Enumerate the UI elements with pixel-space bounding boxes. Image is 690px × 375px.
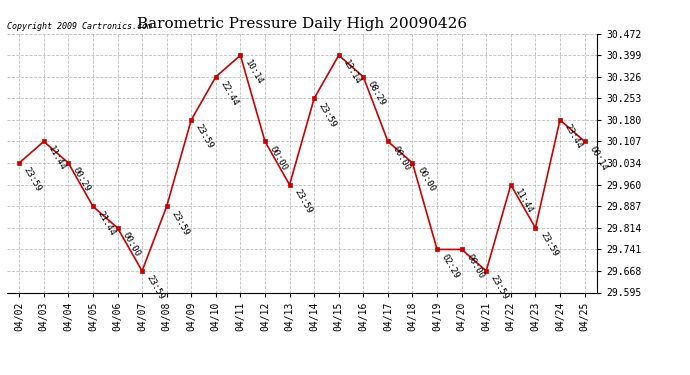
Text: 21:44: 21:44 [96,209,117,237]
Text: 08:29: 08:29 [366,80,387,107]
Text: 00:00: 00:00 [268,144,289,172]
Text: 23:59: 23:59 [145,274,166,302]
Text: 02:29: 02:29 [440,252,461,280]
Text: 23:59: 23:59 [317,101,338,129]
Text: 11:44: 11:44 [513,188,535,215]
Text: 23:44: 23:44 [563,123,584,150]
Text: 00:29: 00:29 [71,166,92,194]
Text: 00:14: 00:14 [587,144,609,172]
Text: 00:00: 00:00 [391,144,412,172]
Text: 00:00: 00:00 [120,231,141,258]
Text: 23:59: 23:59 [293,188,313,215]
Text: 23:59: 23:59 [538,231,560,258]
Text: 00:00: 00:00 [464,252,486,280]
Text: 10:14: 10:14 [243,58,264,86]
Text: 00:00: 00:00 [415,166,437,194]
Text: 23:59: 23:59 [22,166,43,194]
Text: 13:14: 13:14 [342,58,363,86]
Text: 23:59: 23:59 [170,209,190,237]
Title: Barometric Pressure Daily High 20090426: Barometric Pressure Daily High 20090426 [137,17,467,31]
Text: Copyright 2009 Cartronics.com: Copyright 2009 Cartronics.com [7,22,152,31]
Text: 23:59: 23:59 [194,123,215,150]
Text: 23:59: 23:59 [489,274,510,302]
Text: 22:44: 22:44 [219,80,240,107]
Text: 11:44: 11:44 [46,144,68,172]
